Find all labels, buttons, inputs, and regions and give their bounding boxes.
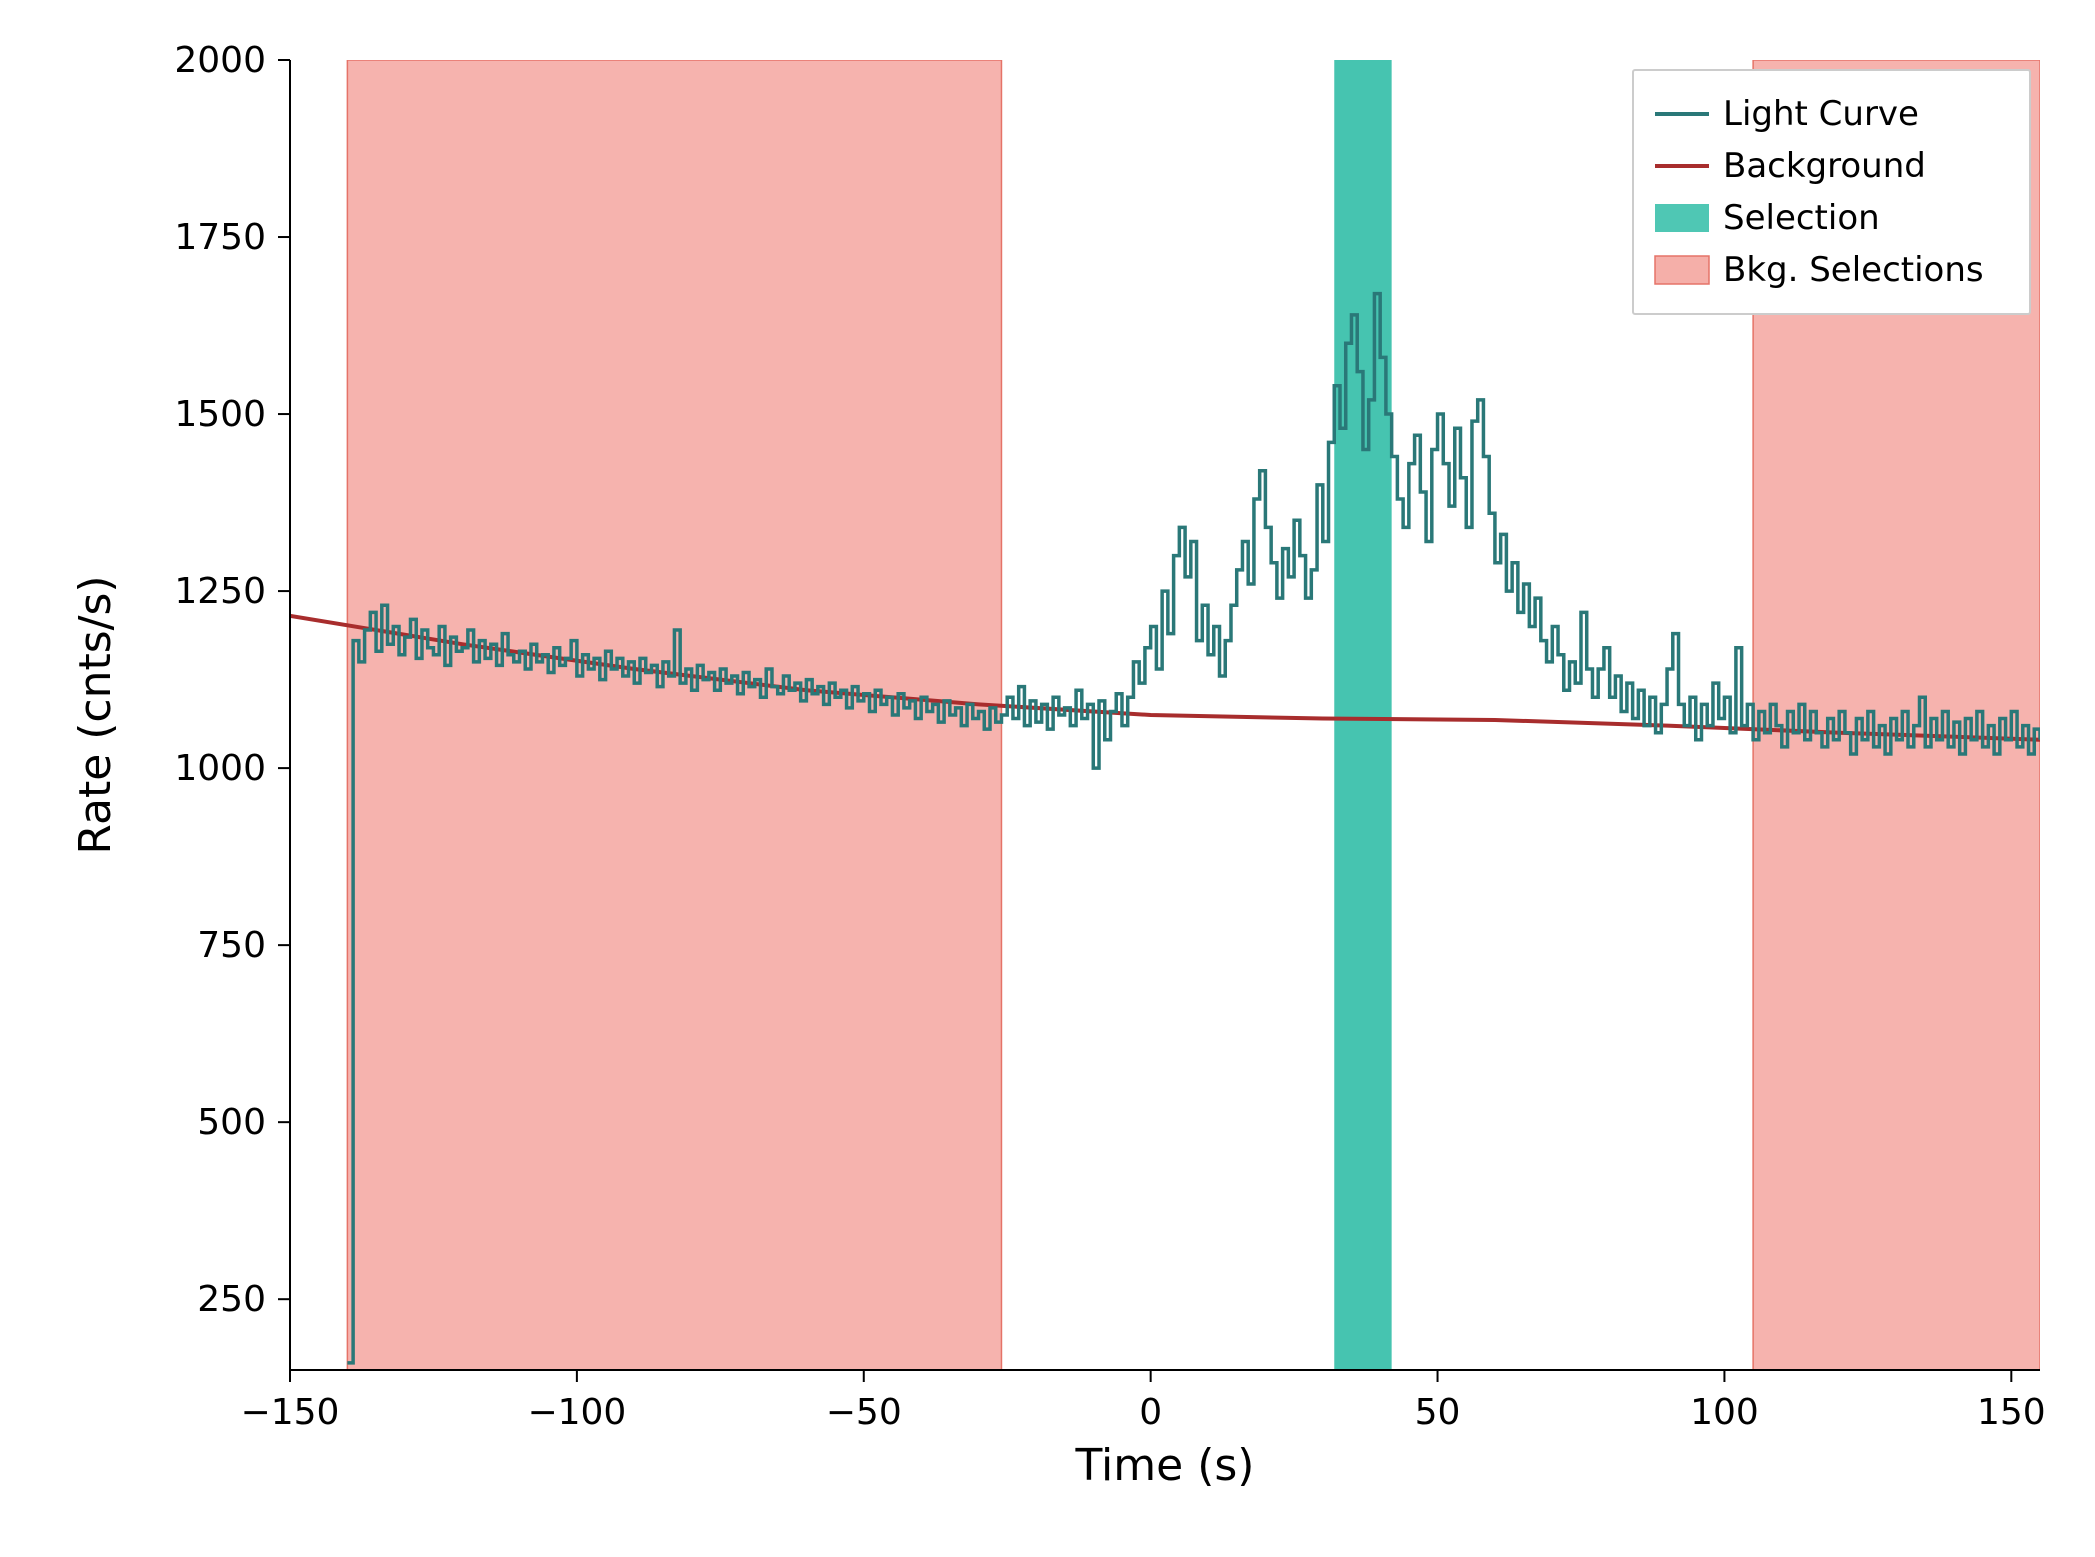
x-tick-label: 150	[1977, 1392, 2046, 1433]
bkg-selection-region	[347, 60, 1001, 1370]
x-tick-label: 100	[1690, 1392, 1759, 1433]
y-tick-label: 1500	[174, 394, 266, 435]
legend: Light Curve Background Selection Bkg. Selec…	[1633, 70, 2030, 314]
y-tick-label: 1750	[174, 217, 266, 258]
y-tick-label: 1000	[174, 748, 266, 789]
x-tick-label: 0	[1139, 1392, 1162, 1433]
y-tick-label: 500	[197, 1102, 266, 1143]
light-curve-chart: −150 −100 −50 0 50 100 150 250 500 750 1000 1250 150…	[0, 0, 2095, 1557]
x-tick-label: −100	[527, 1392, 626, 1433]
y-tick-label: 2000	[174, 40, 266, 81]
legend-label: Background	[1723, 146, 1926, 186]
legend-label: Bkg. Selections	[1723, 250, 1984, 290]
x-tick-label: −50	[826, 1392, 902, 1433]
y-tick-label: 1250	[174, 571, 266, 612]
x-tick-label: −150	[241, 1392, 340, 1433]
y-axis-label: Rate (cnts/s)	[70, 575, 121, 854]
chart-svg: −150 −100 −50 0 50 100 150 250 500 750 1000 1250 150…	[0, 0, 2095, 1557]
legend-label: Light Curve	[1723, 94, 1919, 134]
y-tick-label: 750	[197, 925, 266, 966]
y-tick-label: 250	[197, 1279, 266, 1320]
x-tick-label: 50	[1415, 1392, 1461, 1433]
legend-label: Selection	[1723, 198, 1880, 238]
selection-region	[1334, 60, 1391, 1370]
x-axis-label: Time (s)	[1075, 1440, 1255, 1491]
